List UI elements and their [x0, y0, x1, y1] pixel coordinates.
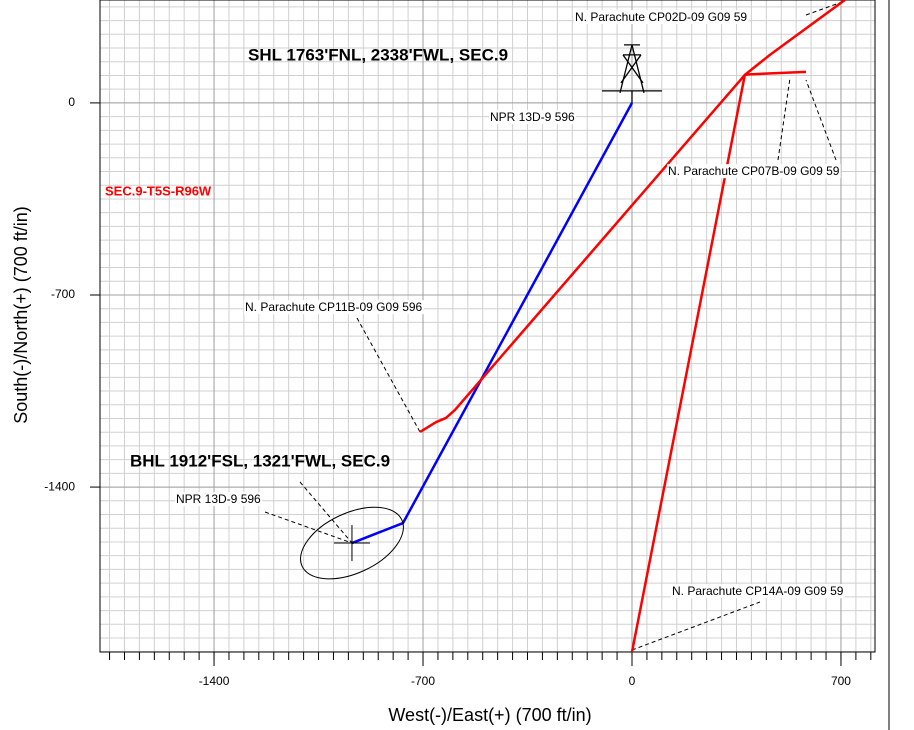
plan-label: SEC.9-T5S-R96W [105, 183, 212, 198]
y-axis-label: South(-)/North(+) (700 ft/in) [11, 206, 31, 424]
annotation-bg [175, 492, 263, 507]
plan-label: SHL 1763'FNL, 2338'FWL, SEC.9 [248, 45, 508, 64]
leader-line [805, 1, 843, 16]
well-path [351, 102, 634, 545]
rig-icon [622, 54, 644, 84]
well-annotation: N. Parachute CP14A-09 G09 59 [672, 584, 844, 598]
well-annotation: N. Parachute CP02D-09 G09 59 [575, 10, 747, 24]
leader-line [264, 511, 353, 544]
annotation-bg [667, 164, 841, 179]
well-annotation: N. Parachute CP07B-09 G09 59 [668, 164, 840, 178]
leader-line [299, 481, 353, 544]
y-tick-label: -700 [51, 287, 75, 301]
well-annotation: NPR 13D-9 596 [490, 110, 575, 124]
well-annotation: NPR 13D-9 596 [176, 492, 261, 506]
plot-frame [99, 0, 876, 653]
y-tick-label: -1400 [44, 479, 75, 493]
x-axis-label: West(-)/East(+) (700 ft/in) [388, 705, 591, 725]
leader-line [777, 77, 791, 161]
annotation-bg [574, 10, 749, 25]
rig-icon [620, 54, 642, 84]
y-tick-label: 0 [68, 95, 75, 109]
annotation-bg [671, 584, 845, 599]
leader-line [805, 79, 837, 161]
x-tick-label: -1400 [199, 674, 230, 688]
target-ellipse [300, 506, 404, 580]
rig-icon [619, 44, 633, 94]
annotation-bg [489, 110, 577, 125]
x-tick-label: 700 [831, 674, 851, 688]
annotation-bg [244, 300, 424, 315]
plan-label: BHL 1912'FSL, 1321'FWL, SEC.9 [130, 451, 390, 470]
x-tick-label: 0 [629, 674, 636, 688]
rig-icon [631, 44, 645, 94]
x-tick-label: -700 [411, 674, 435, 688]
well-annotation: N. Parachute CP11B-09 G09 596 [245, 300, 423, 314]
well-path [419, 0, 846, 433]
well-path [630, 70, 807, 653]
leader-line [356, 317, 421, 433]
leader-line [631, 601, 761, 651]
